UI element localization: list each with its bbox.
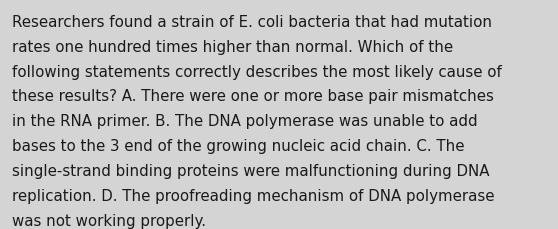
Text: was not working properly.: was not working properly. [12, 213, 206, 228]
Text: in the RNA primer. B. The DNA polymerase was unable to add: in the RNA primer. B. The DNA polymerase… [12, 114, 478, 129]
Text: single-strand binding proteins were malfunctioning during DNA: single-strand binding proteins were malf… [12, 163, 490, 178]
Text: replication. D. The proofreading mechanism of DNA polymerase: replication. D. The proofreading mechani… [12, 188, 495, 203]
Text: these results? A. There were one or more base pair mismatches: these results? A. There were one or more… [12, 89, 494, 104]
Text: following statements correctly describes the most likely cause of: following statements correctly describes… [12, 64, 502, 79]
Text: rates one hundred times higher than normal. Which of the: rates one hundred times higher than norm… [12, 40, 454, 55]
Text: Researchers found a strain of E. coli bacteria that had mutation: Researchers found a strain of E. coli ba… [12, 15, 492, 30]
Text: bases to the 3 end of the growing nucleic acid chain. C. The: bases to the 3 end of the growing nuclei… [12, 139, 465, 153]
